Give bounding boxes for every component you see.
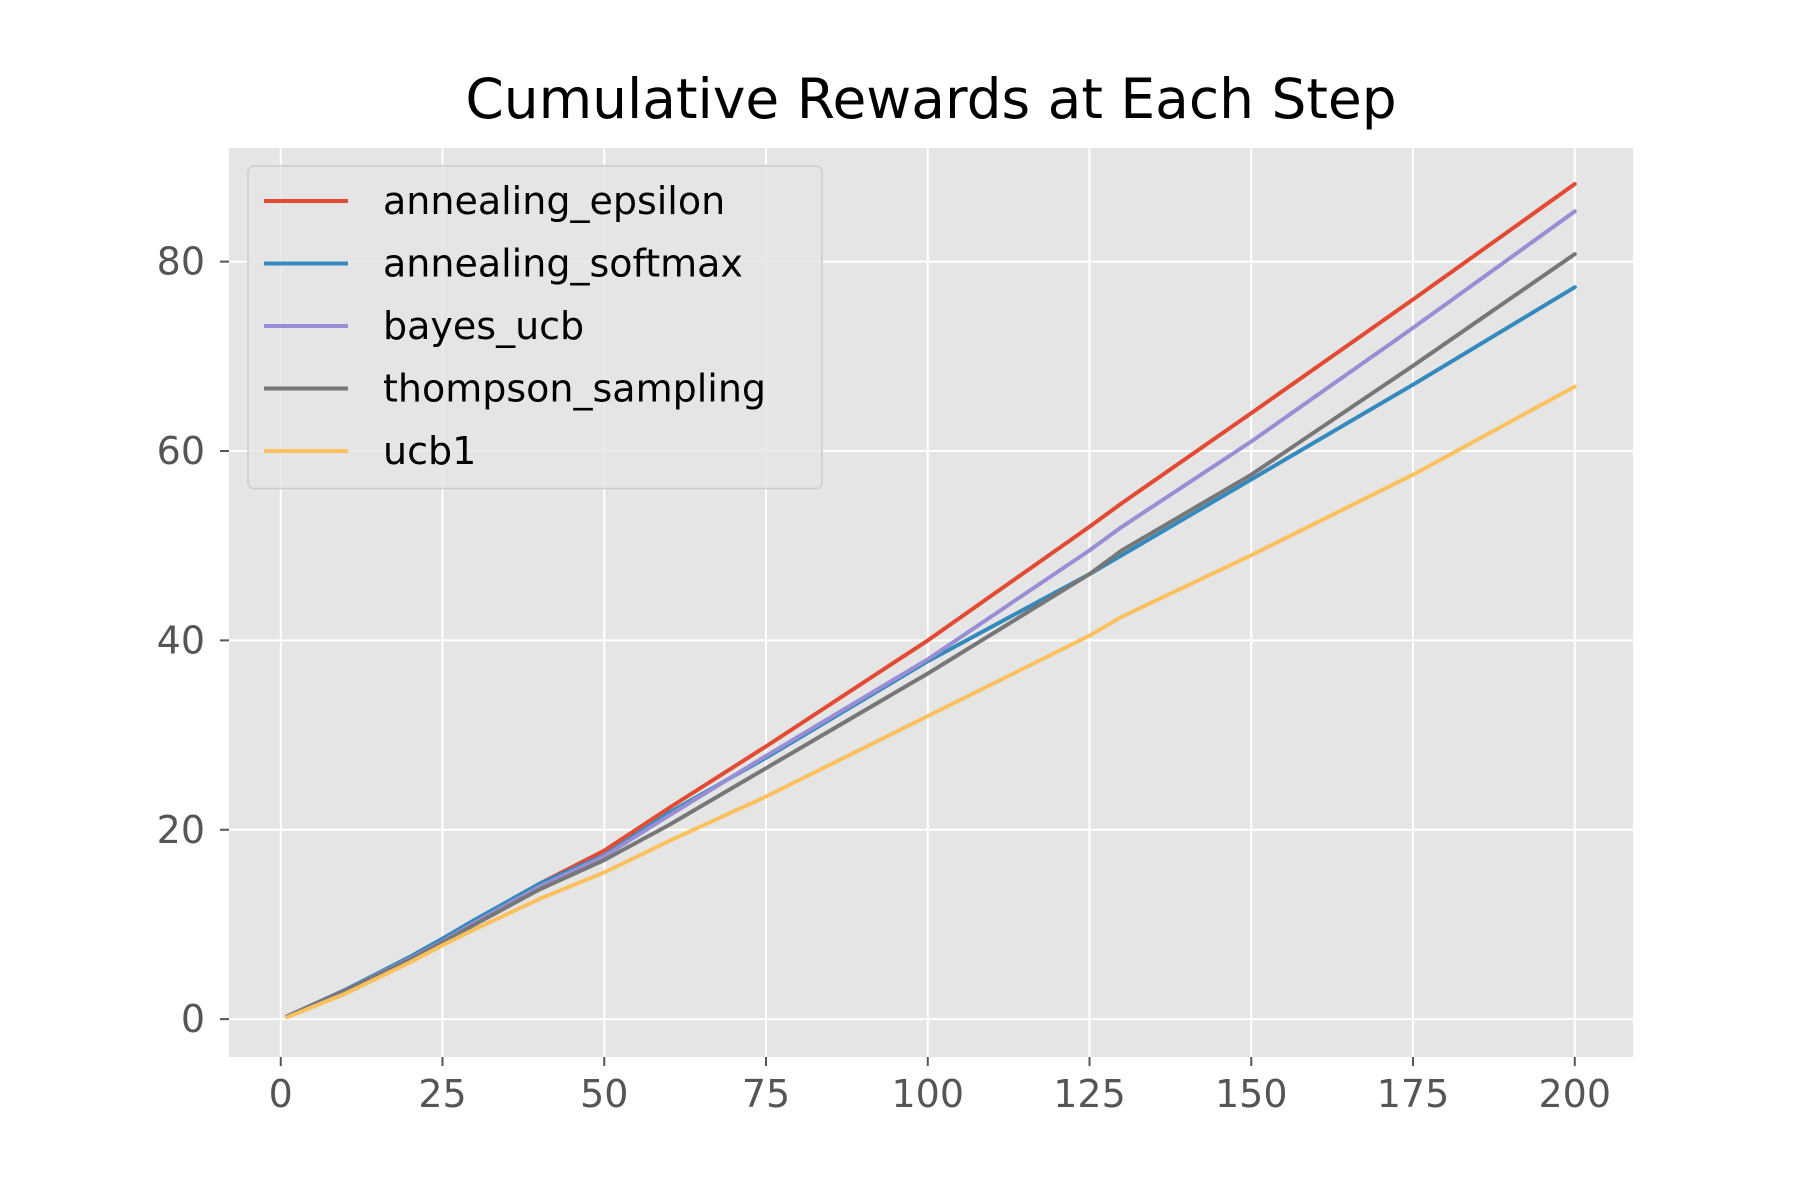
x-tick-label: 50 bbox=[580, 1072, 628, 1116]
x-tick-label: 175 bbox=[1377, 1072, 1450, 1116]
legend-label: ucb1 bbox=[383, 429, 476, 473]
legend-label: annealing_epsilon bbox=[383, 179, 725, 223]
x-tick-label: 25 bbox=[418, 1072, 466, 1116]
series-line-ucb1 bbox=[285, 384, 1577, 1020]
series-lines bbox=[285, 182, 1577, 1020]
x-tick-label: 0 bbox=[269, 1072, 293, 1116]
chart-title: Cumulative Rewards at Each Step bbox=[465, 67, 1396, 131]
x-tick-label: 150 bbox=[1215, 1072, 1288, 1116]
legend-label: annealing_softmax bbox=[383, 242, 743, 286]
x-tick-label: 100 bbox=[891, 1072, 964, 1116]
y-tick-label: 0 bbox=[181, 997, 205, 1041]
legend-box bbox=[247, 165, 823, 490]
x-tick-label: 125 bbox=[1053, 1072, 1126, 1116]
y-tick-label: 20 bbox=[157, 808, 205, 852]
y-tick-label: 80 bbox=[157, 240, 205, 284]
y-tick-label: 40 bbox=[157, 618, 205, 662]
legend-label: bayes_ucb bbox=[383, 304, 584, 348]
axes: 0 25 50 75 100 125 150 175 200 0 20 40 60 80 bbox=[157, 240, 1611, 1116]
x-tick-label: 75 bbox=[742, 1072, 790, 1116]
x-tick-label: 200 bbox=[1539, 1072, 1612, 1116]
series-line-thompson-sampling bbox=[285, 252, 1577, 1019]
legend: annealing_epsilon annealing_softmax bayes_… bbox=[247, 165, 823, 490]
legend-label: thompson_sampling bbox=[383, 367, 766, 411]
y-tick-label: 60 bbox=[157, 429, 205, 473]
